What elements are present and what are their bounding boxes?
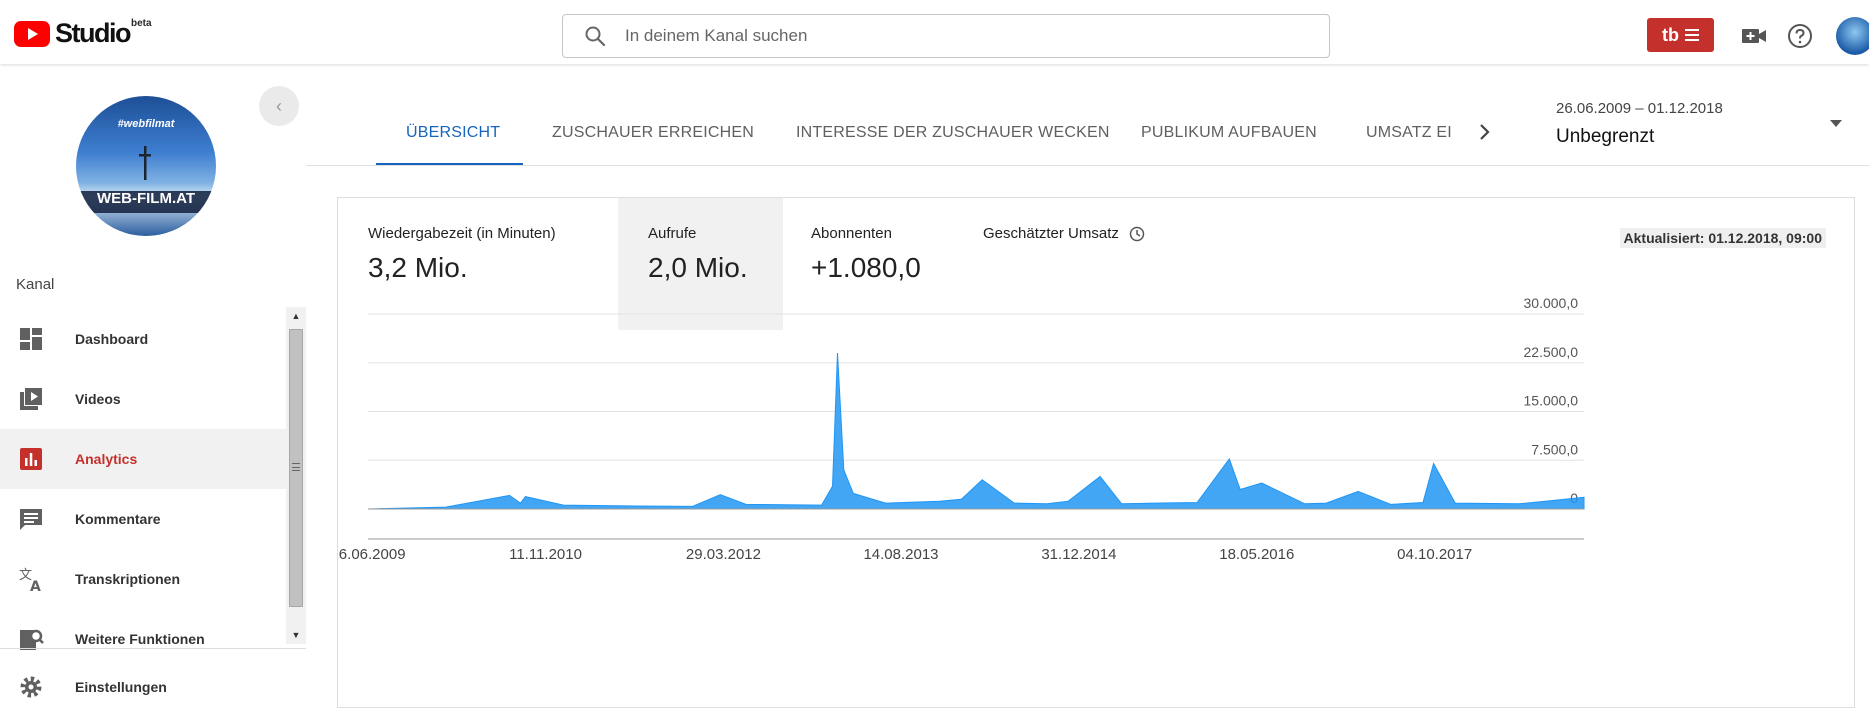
youtube-play-icon <box>14 20 50 47</box>
x-tick-label: 29.03.2012 <box>686 546 761 563</box>
metric-label: Geschätzter Umsatz <box>983 225 1145 242</box>
tubebuddy-label: tb <box>1662 24 1679 45</box>
series-area <box>367 352 1585 510</box>
svg-text:A: A <box>30 579 41 593</box>
create-video-icon[interactable] <box>1740 22 1768 50</box>
search-input[interactable] <box>625 26 1225 46</box>
metric-label: Wiedergabezeit (in Minuten) <box>368 225 556 242</box>
x-tick-label: 11.11.2010 <box>509 546 582 563</box>
gear-icon <box>20 676 42 698</box>
metric-value: 2,0 Mio. <box>648 252 748 283</box>
tabs-divider <box>306 165 1869 166</box>
dashboard-icon <box>20 328 42 350</box>
sidebar-item-transkriptionen[interactable]: 文 A Transkriptionen <box>0 549 286 609</box>
account-avatar[interactable] <box>1836 17 1869 55</box>
y-tick-label: 15.000,0 <box>1524 393 1579 409</box>
tab-publikum-aufbauen[interactable]: PUBLIKUM AUFBAUEN <box>1141 124 1317 141</box>
sidebar-nav: Dashboard Videos Analytics Kommentare <box>0 309 286 669</box>
tab-zuschauer-erreichen[interactable]: ZUSCHAUER ERREICHEN <box>552 124 755 141</box>
sidebar-divider <box>0 648 306 649</box>
sidebar-item-label: Dashboard <box>75 331 149 347</box>
analytics-tabs: ÜBERSICHT ZUSCHAUER ERREICHEN INTERESSE … <box>306 64 1869 167</box>
more-features-icon <box>20 629 44 650</box>
x-tick-label: 31.12.2014 <box>1041 546 1116 563</box>
metric-label: Aufrufe <box>648 225 697 242</box>
views-chart: 30.000,022.500,015.000,07.500,0026.06.20… <box>338 295 1585 563</box>
sidebar-item-analytics[interactable]: Analytics <box>0 429 286 489</box>
sidebar: #webfilmat WEB-FILM.AT ‹ Kanal Dashboard… <box>0 64 306 709</box>
metric-subscribers[interactable]: Abonnenten +1.080,0 <box>781 198 953 330</box>
search-box[interactable] <box>562 14 1330 58</box>
metric-value: 3,2 Mio. <box>368 252 468 283</box>
svg-text:文: 文 <box>19 568 32 583</box>
chevron-left-icon: ‹ <box>276 95 282 116</box>
collapse-sidebar-button[interactable]: ‹ <box>259 86 299 126</box>
sidebar-item-label: Videos <box>75 391 121 407</box>
translate-icon: 文 A <box>19 568 41 593</box>
tab-umsatz[interactable]: UMSATZ EI <box>1366 124 1452 141</box>
analytics-icon <box>20 448 42 470</box>
grip-icon <box>292 463 300 471</box>
date-range-text[interactable]: 26.06.2009 – 01.12.2018 <box>1556 100 1723 117</box>
sidebar-item-einstellungen[interactable]: Einstellungen <box>0 662 300 712</box>
sidebar-item-kommentare[interactable]: Kommentare <box>0 489 286 549</box>
studio-logo[interactable]: Studio beta <box>14 18 152 49</box>
settings-label: Einstellungen <box>75 679 167 695</box>
video-library-icon <box>20 388 42 410</box>
avatar-brand-text: WEB-FILM.AT <box>96 190 196 207</box>
metric-value: +1.080,0 <box>811 252 921 283</box>
metric-revenue[interactable]: Geschätzter Umsatz <box>953 198 1153 330</box>
x-tick-label: 26.06.2009 <box>338 546 406 563</box>
tab-interesse-wecken[interactable]: INTERESSE DER ZUSCHAUER WECKEN <box>796 124 1110 141</box>
tab-uebersicht[interactable]: ÜBERSICHT <box>406 124 501 141</box>
x-tick-label: 14.08.2013 <box>863 546 938 563</box>
sidebar-item-label: Analytics <box>75 451 138 467</box>
metric-views[interactable]: Aufrufe 2,0 Mio. <box>618 198 783 330</box>
sidebar-scrollbar[interactable]: ▲ ▼ <box>286 307 306 644</box>
x-tick-label: 04.10.2017 <box>1397 546 1472 563</box>
sidebar-item-weitere-funktionen[interactable]: Weitere Funktionen <box>0 609 286 669</box>
top-bar: Studio beta tb <box>0 0 1869 64</box>
menu-icon <box>1685 29 1699 41</box>
y-tick-label: 30.000,0 <box>1524 295 1579 311</box>
sidebar-item-label: Kommentare <box>75 511 161 527</box>
overview-card: Wiedergabezeit (in Minuten) 3,2 Mio. Auf… <box>337 197 1855 708</box>
comment-icon <box>20 509 42 530</box>
clock-icon <box>1129 226 1145 242</box>
dropdown-arrow-icon[interactable] <box>1830 120 1842 127</box>
metric-watch-time[interactable]: Wiedergabezeit (in Minuten) 3,2 Mio. <box>338 198 618 330</box>
channel-avatar[interactable]: #webfilmat WEB-FILM.AT <box>76 96 216 236</box>
sidebar-item-label: Weitere Funktionen <box>75 631 205 647</box>
help-icon[interactable] <box>1786 22 1814 50</box>
active-tab-indicator <box>376 163 523 166</box>
y-tick-label: 7.500,0 <box>1531 441 1578 457</box>
metric-label-text: Geschätzter Umsatz <box>983 225 1119 242</box>
search-icon[interactable] <box>583 24 607 48</box>
scroll-thumb[interactable] <box>289 329 303 607</box>
summit-cross-icon <box>139 146 151 180</box>
avatar-hashtag: #webfilmat <box>117 118 175 130</box>
tubebuddy-menu-button[interactable]: tb <box>1647 18 1714 52</box>
last-updated-badge: Aktualisiert: 01.12.2018, 09:00 <box>1619 228 1826 248</box>
section-label-kanal: Kanal <box>16 276 55 293</box>
sidebar-item-dashboard[interactable]: Dashboard <box>0 309 286 369</box>
date-range-selected[interactable]: Unbegrenzt <box>1556 126 1655 147</box>
sidebar-item-videos[interactable]: Videos <box>0 369 286 429</box>
avatar-brand-band: WEB-FILM.AT <box>76 191 216 213</box>
logo-text: Studio <box>55 18 131 48</box>
beta-badge: beta <box>130 18 152 29</box>
scroll-up-arrow[interactable]: ▲ <box>291 311 301 321</box>
x-tick-label: 18.05.2016 <box>1219 546 1294 563</box>
sidebar-item-label: Transkriptionen <box>75 571 181 587</box>
chevron-right-icon[interactable] <box>1472 120 1496 144</box>
scroll-down-arrow[interactable]: ▼ <box>291 630 301 640</box>
metric-label: Abonnenten <box>811 225 892 242</box>
y-tick-label: 22.500,0 <box>1524 344 1579 360</box>
